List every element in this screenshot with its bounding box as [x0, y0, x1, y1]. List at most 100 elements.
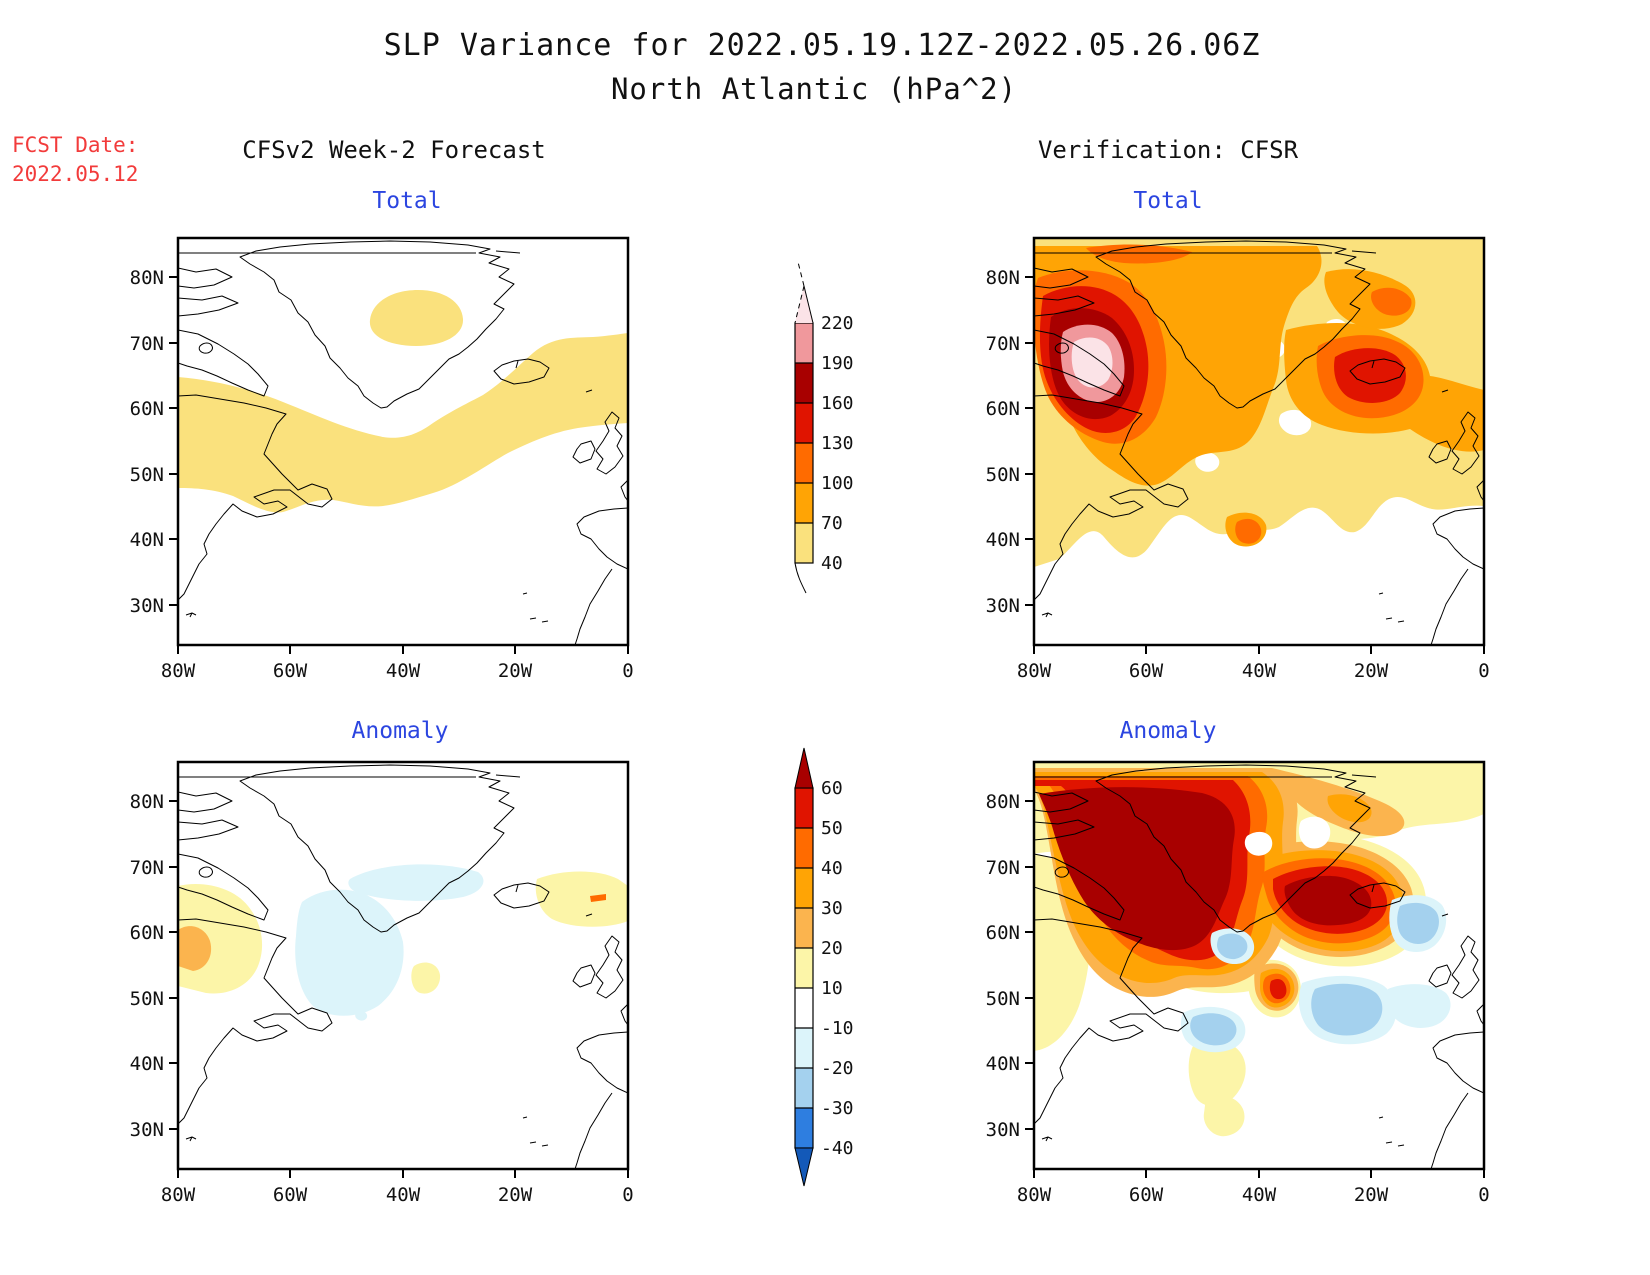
- panel-title-fcst-anomaly: Anomaly: [351, 718, 449, 744]
- lat-tick-label: 40N: [986, 1053, 1020, 1075]
- coastline: [1441, 913, 1449, 917]
- coastline: [178, 394, 333, 601]
- lat-tick-label: 80N: [130, 791, 164, 813]
- coastline: [1034, 819, 1095, 841]
- lon-tick-label: 80W: [161, 1184, 196, 1206]
- lon-tick-label: 20W: [1354, 1184, 1389, 1206]
- coastline: [1041, 1136, 1053, 1142]
- coastline: [515, 884, 519, 893]
- lat-tick-label: 60N: [130, 922, 164, 944]
- colorbar-band: [795, 1068, 813, 1108]
- coastline: [1034, 791, 1089, 813]
- lat-tick-label: 70N: [986, 857, 1020, 879]
- colorbar-level-label: 40: [821, 858, 843, 879]
- lat-tick-label: 70N: [130, 857, 164, 879]
- colorbar-band: [795, 988, 813, 1028]
- lat-tick-label: 50N: [130, 988, 164, 1010]
- column-header-verification: Verification: CFSR: [1037, 136, 1299, 164]
- contour-fill: [1071, 337, 1113, 388]
- coastline: [239, 240, 515, 409]
- coastline: [178, 774, 521, 778]
- contour-fill: [1397, 902, 1439, 944]
- contour-fill: [1086, 244, 1192, 264]
- coastline: [1054, 866, 1069, 878]
- coastline: [178, 329, 269, 397]
- contour-fill: [1371, 287, 1412, 316]
- coastline: [585, 913, 593, 917]
- colorbar-band: [795, 828, 813, 868]
- colorbar-level-label: -30: [821, 1098, 854, 1119]
- coastline: [493, 358, 550, 385]
- lat-tick-label: 60N: [986, 398, 1020, 420]
- lon-tick-label: 40W: [1242, 1184, 1277, 1206]
- coastline: [1371, 360, 1375, 369]
- contour-fill: [178, 333, 628, 513]
- colorbar-svg-total: 220 190 160 130 100 70 40: [794, 261, 854, 594]
- lon-tick-label: 60W: [1129, 660, 1164, 682]
- colorbar-level-label: -40: [821, 1138, 854, 1159]
- coastline: [1428, 440, 1452, 464]
- lat-tick-label: 80N: [130, 267, 164, 289]
- lat-tick-label: 40N: [986, 529, 1020, 551]
- coastline: [1428, 964, 1452, 988]
- lon-tick-label: 40W: [386, 660, 421, 682]
- coastline: [1451, 935, 1480, 999]
- colorbar-band: [795, 788, 813, 828]
- contour-fill: [355, 1011, 368, 1021]
- coastline: [1095, 240, 1371, 409]
- colorbar-funnel-dash: [797, 261, 805, 287]
- lon-tick-label: 0: [1478, 660, 1489, 682]
- coastline: [185, 612, 197, 618]
- coastline: [493, 882, 550, 909]
- coastline: [1430, 479, 1484, 645]
- coastline: [1034, 394, 1189, 601]
- colorbar-level-label: 60: [821, 778, 843, 799]
- coastline: [198, 342, 213, 354]
- coastline: [574, 1003, 628, 1169]
- colorbar-svg-anomaly: 60 50 40 30 20 10 -10 -20 -30 -40: [794, 747, 854, 1187]
- colorbar-level-label: 50: [821, 818, 843, 839]
- lon-tick-label: 0: [622, 660, 633, 682]
- lon-tick-label: 40W: [386, 1184, 421, 1206]
- colorbar-band: [795, 483, 813, 523]
- colorbar-band: [795, 1108, 813, 1148]
- coastline: [1034, 774, 1377, 778]
- colorbar-band: [795, 868, 813, 908]
- lat-tick-label: 30N: [130, 595, 164, 617]
- colorbar-level-label: -10: [821, 1018, 854, 1039]
- coastline: [178, 853, 269, 921]
- contour-fill: [1278, 409, 1312, 436]
- lon-tick-label: 80W: [1017, 1184, 1052, 1206]
- coastline: [1054, 342, 1069, 354]
- coastline: [572, 440, 596, 464]
- coastline: [178, 819, 239, 841]
- colorbar-band: [795, 1028, 813, 1068]
- lon-tick-label: 20W: [498, 1184, 533, 1206]
- coastline: [1095, 764, 1371, 933]
- colorbar-level-label: 100: [821, 473, 854, 494]
- lat-tick-label: 30N: [986, 595, 1020, 617]
- contour-fill: [1188, 1040, 1246, 1107]
- coastline: [1034, 295, 1095, 317]
- column-header-forecast: CFSv2 Week-2 Forecast: [242, 136, 546, 164]
- lat-tick-label: 40N: [130, 1053, 164, 1075]
- contour-fill: [369, 290, 464, 346]
- coastline: [1034, 250, 1377, 254]
- colorbar-level-label: 70: [821, 513, 843, 534]
- lat-tick-label: 30N: [130, 1119, 164, 1141]
- contour-fill: [1190, 1013, 1237, 1046]
- coastline: [1430, 1003, 1484, 1169]
- fcst-date-value: 2022.05.12: [12, 162, 139, 186]
- colorbar-level-label: 10: [821, 978, 843, 999]
- contour-fill: [411, 962, 441, 994]
- panel-title-fcst-total: Total: [372, 188, 442, 214]
- lat-tick-label: 80N: [986, 791, 1020, 813]
- coastline: [1371, 884, 1375, 893]
- colorbar-band: [795, 948, 813, 988]
- contour-fill: [1235, 518, 1262, 544]
- lon-tick-label: 40W: [1242, 660, 1277, 682]
- lat-tick-label: 70N: [130, 333, 164, 355]
- lat-tick-label: 50N: [130, 464, 164, 486]
- lon-tick-label: 80W: [161, 660, 196, 682]
- lat-tick-label: 50N: [986, 988, 1020, 1010]
